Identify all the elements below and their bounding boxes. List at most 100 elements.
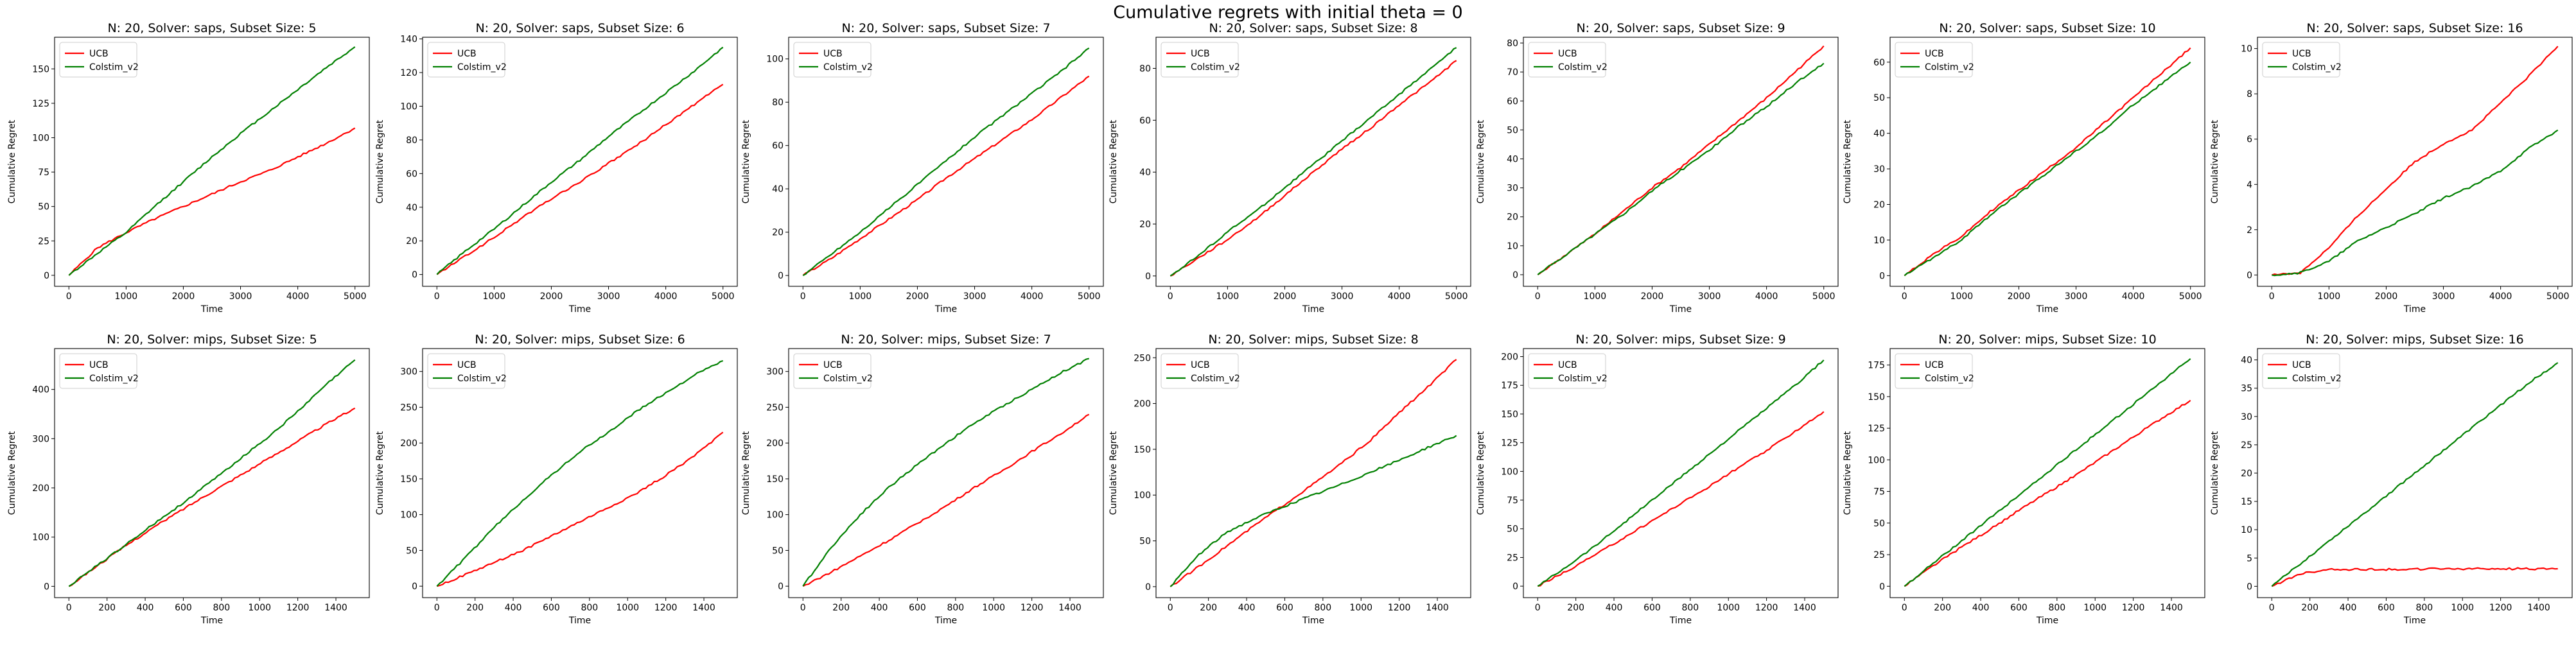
legend: UCB Colstim_v2 (793, 353, 873, 389)
y-tick-label: 0 (778, 582, 784, 592)
x-tick-label: 1400 (1058, 603, 1082, 613)
x-tick-label: 5000 (1445, 291, 1468, 302)
x-tick-label: 4000 (286, 291, 310, 302)
legend: UCB Colstim_v2 (1895, 353, 1974, 389)
legend-label-colstim_v2: Colstim_v2 (457, 62, 507, 73)
x-tick-label: 4000 (654, 291, 678, 302)
y-tick-label: 50 (1139, 537, 1151, 547)
y-tick-label: 120 (400, 68, 417, 78)
subplot-title: N: 20, Solver: mips, Subset Size: 16 (2306, 333, 2523, 347)
x-axis-label: Time (2403, 616, 2426, 626)
y-tick-label: 15 (2241, 497, 2252, 507)
x-axis-label: Time (1669, 616, 1692, 626)
y-axis-label: Cumulative Regret (1108, 431, 1119, 515)
y-tick-label: 300 (766, 367, 784, 377)
y-tick-label: 100 (1134, 490, 1151, 501)
y-tick-label: 60 (406, 169, 417, 179)
x-tick-label: 1000 (982, 603, 1005, 613)
x-tick-label: 800 (213, 603, 230, 613)
x-tick-label: 800 (1314, 603, 1331, 613)
y-tick-label: 10 (1873, 236, 1885, 246)
y-tick-label: 25 (38, 236, 49, 247)
x-tick-label: 1000 (1216, 291, 1240, 302)
x-tick-label: 0 (1535, 603, 1541, 613)
y-tick-label: 75 (38, 168, 49, 178)
series-line-ucb (1170, 60, 1457, 277)
series-line-colstim_v2 (1537, 359, 1825, 587)
subplot-title: N: 20, Solver: mips, Subset Size: 7 (841, 333, 1051, 347)
legend-label-ucb: UCB (457, 360, 477, 370)
x-axis-label: Time (2036, 616, 2058, 626)
y-tick-label: 60 (1139, 116, 1151, 126)
y-tick-label: 75 (1507, 496, 1518, 506)
legend-box (2262, 353, 2340, 389)
y-tick-label: 60 (772, 141, 784, 151)
subplot-5: 0 1000 2000 3000 4000 5000 0 10 20 30 40 50 60 70 80 N:… (1476, 21, 1839, 315)
x-tick-label: 2000 (906, 291, 929, 302)
y-tick-label: 4 (2247, 180, 2252, 190)
y-tick-label: 400 (32, 385, 49, 395)
x-tick-label: 0 (1902, 603, 1907, 613)
x-tick-label: 800 (581, 603, 598, 613)
y-tick-label: 150 (32, 64, 49, 74)
subplot-title: N: 20, Solver: mips, Subset Size: 8 (1208, 333, 1418, 347)
x-tick-label: 0 (2269, 603, 2275, 613)
legend-label-colstim_v2: Colstim_v2 (2292, 374, 2342, 384)
y-tick-label: 0 (2247, 582, 2252, 592)
y-tick-label: 175 (1501, 381, 1518, 391)
x-axis-label: Time (934, 616, 957, 626)
axes-frame (1523, 348, 1839, 598)
y-tick-label: 200 (766, 438, 784, 449)
x-tick-label: 400 (1238, 603, 1256, 613)
x-tick-label: 3000 (597, 291, 620, 302)
y-tick-label: 250 (1134, 353, 1151, 363)
legend-label-colstim_v2: Colstim_v2 (89, 374, 139, 384)
legend-box (2262, 42, 2340, 78)
legend-label-ucb: UCB (1558, 360, 1577, 370)
legend: UCB Colstim_v2 (427, 353, 507, 389)
y-tick-label: 40 (772, 184, 784, 195)
y-tick-label: 25 (1507, 553, 1518, 563)
x-tick-label: 1200 (1388, 603, 1411, 613)
subplot-title: N: 20, Solver: saps, Subset Size: 6 (475, 21, 684, 35)
y-tick-label: 8 (2247, 89, 2252, 100)
subplot-9: 0 200 400 600 800 1000 1200 1400 0 50 100 150 200 250… (375, 333, 738, 626)
y-tick-label: 20 (1507, 212, 1518, 223)
axes-frame (1155, 348, 1471, 598)
legend-box (793, 353, 872, 389)
axes-frame (1155, 37, 1471, 287)
x-tick-label: 0 (1168, 603, 1173, 613)
y-tick-label: 50 (1873, 93, 1885, 103)
y-tick-label: 80 (406, 135, 417, 146)
x-tick-label: 200 (1567, 603, 1584, 613)
legend-label-colstim_v2: Colstim_v2 (457, 374, 507, 384)
x-tick-label: 1000 (849, 291, 872, 302)
y-tick-label: 20 (1139, 220, 1151, 230)
series-line-colstim_v2 (1170, 435, 1457, 587)
legend-label-colstim_v2: Colstim_v2 (1558, 62, 1608, 73)
subplot-10: 0 200 400 600 800 1000 1200 1400 0 50 100 150 200 250… (741, 333, 1104, 626)
series-line-colstim_v2 (802, 47, 1090, 277)
x-tick-label: 5000 (1078, 291, 1101, 302)
legend: UCB Colstim_v2 (2262, 353, 2342, 389)
subplot-11: 0 200 400 600 800 1000 1200 1400 0 50 100 150 200 250… (1108, 333, 1471, 626)
x-tick-label: 3000 (1331, 291, 1354, 302)
y-tick-label: 0 (2247, 270, 2252, 281)
y-axis-label: Cumulative Regret (1843, 431, 1853, 515)
x-tick-label: 400 (1606, 603, 1623, 613)
figure-title: Cumulative regrets with initial theta = … (1113, 3, 1463, 22)
x-tick-label: 0 (434, 291, 440, 302)
y-tick-label: 80 (1507, 39, 1518, 49)
axes-frame (788, 348, 1104, 598)
y-tick-label: 150 (1868, 392, 1885, 402)
y-axis-label: Cumulative Regret (2210, 119, 2220, 203)
legend-label-ucb: UCB (1925, 49, 1944, 59)
legend-box (427, 353, 505, 389)
x-tick-label: 200 (98, 603, 116, 613)
y-tick-label: 0 (778, 271, 784, 281)
y-axis-label: Cumulative Regret (7, 119, 17, 203)
series-line-colstim_v2 (1537, 62, 1825, 275)
y-tick-label: 6 (2247, 135, 2252, 145)
series-line-colstim_v2 (2271, 362, 2559, 587)
series-line-ucb (68, 127, 356, 276)
